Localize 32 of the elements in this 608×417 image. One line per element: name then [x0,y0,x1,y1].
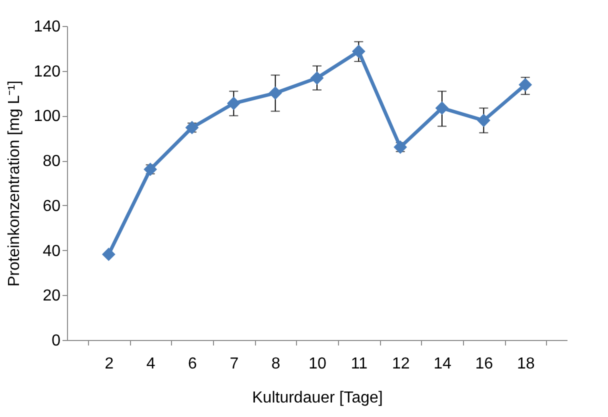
y-tick-label: 120 [34,63,61,80]
x-tick-label: 4 [146,356,156,372]
y-tick-label: 60 [42,198,61,215]
point [435,101,449,115]
x-tick-label: 11 [350,356,368,372]
y-tick-label: 80 [42,153,61,170]
y-tick-label: 0 [52,332,61,350]
point [518,78,532,92]
x-tick-label: 10 [308,356,326,372]
point [144,162,158,176]
point [268,86,282,100]
point [226,96,240,110]
x-tick-label: 12 [392,356,410,372]
point [352,44,366,58]
x-tick-label: 2 [104,356,114,372]
point [394,140,408,154]
x-tick-label: 7 [230,356,239,372]
y-tick-label: 140 [34,18,61,36]
x-tick-label: 8 [271,356,280,372]
y-tick-label: 100 [34,108,61,126]
point [310,71,324,85]
y-axis-title: Proteinkonzentration [mg L⁻¹] [6,80,23,286]
x-tick-label: 6 [188,356,198,372]
x-tick-label: 16 [475,356,494,372]
point [102,248,116,262]
point [185,120,199,134]
x-tick-label: 14 [434,356,452,372]
x-tick-label: 18 [516,356,535,372]
x-axis-title: Kulturdauer [Tage] [252,390,383,406]
point [476,114,490,128]
y-tick-label: 40 [42,242,61,260]
y-tick-label: 20 [42,288,61,305]
